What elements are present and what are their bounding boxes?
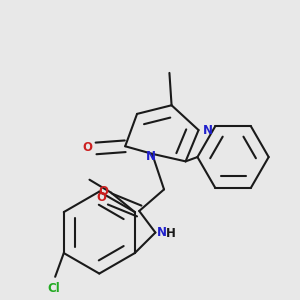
Text: O: O <box>82 141 92 154</box>
Text: N: N <box>157 226 167 239</box>
Text: N: N <box>146 150 155 163</box>
Text: O: O <box>98 184 109 197</box>
Text: H: H <box>166 227 176 240</box>
Text: O: O <box>97 191 107 204</box>
Text: N: N <box>202 124 212 136</box>
Text: Cl: Cl <box>47 282 60 295</box>
